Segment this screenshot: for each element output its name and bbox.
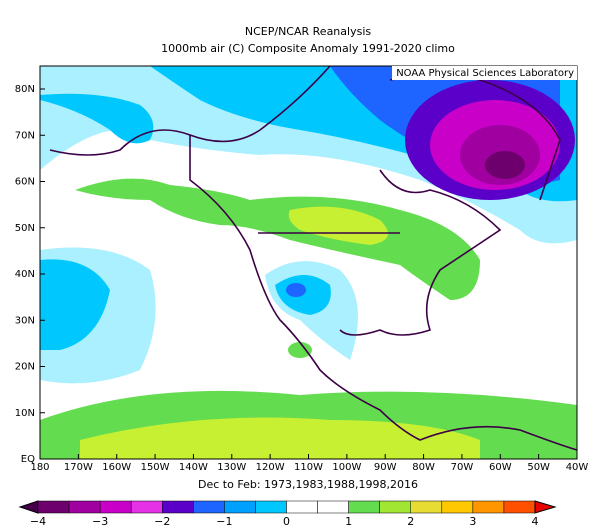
- colorbar-label: 0: [283, 515, 290, 528]
- credit-box: [392, 66, 577, 80]
- lon-label: 40W: [566, 462, 589, 473]
- colorbar-segment: [472, 500, 505, 514]
- colorbar-segment: [224, 500, 256, 514]
- caption: Dec to Feb: 1973,1983,1988,1998,2016: [198, 478, 418, 491]
- lon-label: 80W: [412, 462, 435, 473]
- colorbar-label: 1: [345, 515, 352, 528]
- lon-label: 110W: [294, 462, 323, 473]
- colorbar-segment: [255, 500, 287, 514]
- colorbar-label: −1: [216, 515, 232, 528]
- colorbar-label: 2: [407, 515, 414, 528]
- lat-label: 60N: [15, 177, 35, 188]
- lon-label: 160W: [102, 462, 131, 473]
- map-fill: [40, 66, 577, 459]
- colorbar-segment: [317, 500, 349, 514]
- lat-label: 70N: [15, 130, 35, 141]
- lon-label: 60W: [489, 462, 512, 473]
- subtitle: 1000mb air (C) Composite Anomaly 1991-20…: [161, 42, 455, 55]
- lat-label: 40N: [15, 269, 35, 280]
- colorbar-segment: [68, 500, 101, 514]
- colorbar-label: 3: [469, 515, 476, 528]
- colorbar-segment: [379, 500, 411, 514]
- lat-label: 50N: [15, 223, 35, 234]
- lat-label: 80N: [15, 84, 35, 95]
- colorbar-segment: [286, 500, 318, 514]
- colorbar-arrow: [18, 500, 39, 514]
- colorbar-segment: [162, 500, 194, 514]
- lon-label: 130W: [217, 462, 246, 473]
- lon-label: 50W: [527, 462, 550, 473]
- colorbar-segment: [410, 500, 443, 514]
- colorbar-segment: [503, 500, 536, 514]
- colorbar-segment: [193, 500, 225, 514]
- lon-label: 70W: [451, 462, 474, 473]
- colorbar: −4 −3 −2 −1 0 1 2 3 4: [18, 500, 557, 528]
- colorbar-label: −2: [154, 515, 170, 528]
- colorbar-segment: [441, 500, 474, 514]
- colorbar-label: 4: [532, 515, 539, 528]
- credit: NOAA Physical Sciences Laboratory: [396, 68, 574, 79]
- lon-label: 120W: [256, 462, 285, 473]
- lat-label: 30N: [15, 315, 35, 326]
- lon-label: 180: [30, 462, 49, 473]
- colorbar-segment: [130, 500, 163, 514]
- colorbar-label: −3: [92, 515, 108, 528]
- lon-label: 150W: [141, 462, 170, 473]
- lon-label: 100W: [332, 462, 361, 473]
- lon-label: 170W: [64, 462, 93, 473]
- colorbar-segment: [348, 500, 380, 514]
- lon-label: 90W: [374, 462, 397, 473]
- lat-label: EQ: [21, 454, 35, 465]
- colorbar-arrow: [534, 500, 557, 514]
- lat-label: 20N: [15, 362, 35, 373]
- colorbar-label: −4: [30, 515, 46, 528]
- lon-label: 140W: [179, 462, 208, 473]
- colorbar-segment: [99, 500, 132, 514]
- lat-label: 10N: [15, 408, 35, 419]
- colorbar-segment: [37, 500, 70, 514]
- title: NCEP/NCAR Reanalysis: [245, 25, 371, 38]
